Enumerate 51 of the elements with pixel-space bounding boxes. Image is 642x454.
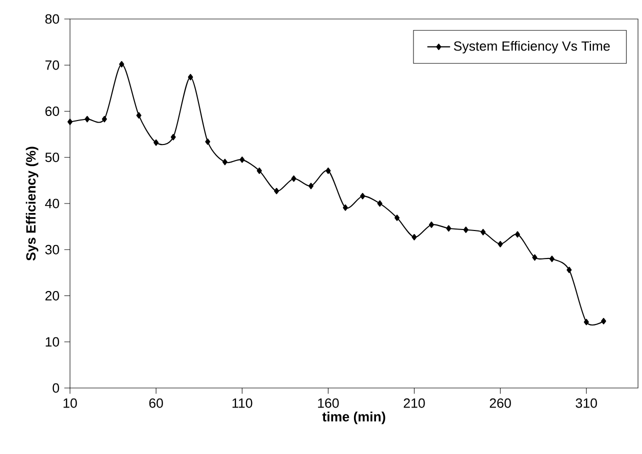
x-tick-label: 10	[64, 398, 77, 408]
point	[205, 138, 210, 145]
point	[119, 61, 124, 68]
point	[360, 192, 366, 200]
point	[84, 116, 90, 122]
point	[102, 116, 107, 122]
point	[67, 118, 73, 126]
x-tick-label: 160	[318, 398, 339, 408]
x-axis-title: time (min)	[322, 412, 386, 424]
point	[136, 112, 142, 119]
point	[326, 168, 331, 174]
y-tick-label: 40	[45, 198, 60, 208]
point	[514, 231, 520, 238]
point	[584, 318, 589, 326]
point	[188, 74, 194, 80]
x-tick-label: 310	[576, 398, 597, 408]
y-axis-title: Sys Efficiency (%)	[26, 146, 38, 261]
y-tick-label: 10	[46, 337, 60, 347]
y-tick-label: 0	[52, 383, 60, 393]
legend-label: System Efficiency Vs Time	[454, 41, 610, 54]
point	[428, 222, 434, 228]
point	[446, 225, 452, 232]
point	[377, 200, 382, 207]
point	[601, 318, 606, 324]
point	[256, 168, 262, 174]
x-tick-label: 110	[232, 398, 252, 408]
y-tick-label: 70	[45, 60, 60, 70]
point	[222, 158, 228, 166]
y-tick-label: 20	[45, 291, 60, 300]
x-tick-label: 260	[490, 398, 511, 408]
point	[480, 228, 486, 236]
x-tick-label: 60	[149, 398, 163, 408]
x-tick-label: 210	[404, 398, 425, 408]
point	[498, 240, 503, 248]
y-tick-label: 50	[45, 152, 60, 162]
point	[342, 204, 348, 211]
point	[549, 256, 554, 262]
point	[291, 175, 296, 182]
point	[463, 226, 468, 233]
point	[154, 139, 159, 146]
point	[394, 214, 400, 222]
y-tick-label: 80	[45, 14, 60, 24]
y-tick-label: 30	[45, 244, 60, 254]
point	[566, 266, 572, 274]
point	[412, 234, 417, 240]
point	[240, 156, 245, 163]
point	[532, 254, 538, 261]
point	[308, 182, 314, 190]
point	[274, 188, 280, 194]
y-tick-label: 60	[45, 106, 60, 116]
point	[170, 134, 176, 140]
